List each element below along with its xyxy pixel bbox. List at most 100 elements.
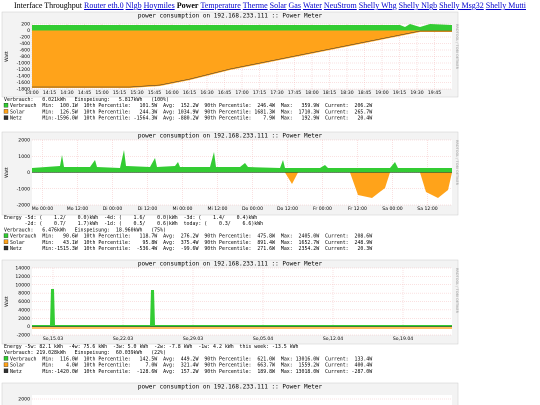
- x-tick-label: 19:15: [393, 90, 406, 96]
- nav-bar: Interface Throughput Router eth.0 Nlgb Hoym…: [0, 0, 540, 11]
- x-tick-label: Fr 12:00: [348, 206, 367, 212]
- y-tick-label: 8000: [18, 291, 30, 297]
- legend-swatch: [3, 233, 9, 238]
- plot-area: [32, 395, 452, 405]
- nav-link[interactable]: Hoymiles: [143, 1, 175, 10]
- nav-link[interactable]: NeuStrom: [323, 1, 357, 10]
- graph-title: power consumption on 192.168.233.111 :: …: [138, 384, 323, 391]
- x-tick-label: 16:00: [165, 90, 178, 96]
- x-tick-label: Sa 00:00: [382, 206, 403, 212]
- graph-title: power consumption on 192.168.233.111 :: …: [138, 13, 323, 20]
- y-tick-label: 0: [27, 170, 30, 176]
- nav-link[interactable]: Shelly Whg: [358, 1, 397, 10]
- x-tick-label: 17:00: [235, 90, 248, 96]
- y-tick-label: 10000: [15, 282, 30, 288]
- legend-summary: -2d: ( 0.7/ 1.7)kWh -1d: ( 0.5/ 0.6)kWh …: [4, 221, 263, 227]
- nav-link[interactable]: Water: [302, 1, 322, 10]
- area-consumption: [32, 150, 452, 173]
- legend-swatch: [3, 109, 9, 114]
- y-tick-label: -1000: [17, 186, 30, 192]
- y-tick-label: 2000: [18, 397, 30, 403]
- legend-swatch: [3, 115, 9, 120]
- graph-title: power consumption on 192.168.233.111 :: …: [138, 261, 323, 268]
- x-tick-label: 14:45: [78, 90, 91, 96]
- legend-row: Verbrauch Min: 90.6W 10th Percentile: 11…: [10, 234, 372, 240]
- x-tick-label: Mo 12:00: [67, 206, 89, 212]
- x-tick-label: 16:30: [200, 90, 213, 96]
- legend-summary: Energy -5d: ( 1.2/ 0.0)kWh -4d: ( 1.6/ 0…: [4, 215, 257, 221]
- y-tick-label: 4000: [18, 307, 30, 313]
- y-tick-label: 2000: [18, 138, 30, 144]
- x-tick-label: So,22.03: [113, 336, 133, 342]
- nav-link[interactable]: Gas: [288, 1, 301, 10]
- nav-link[interactable]: Shelly Msg32: [439, 1, 484, 10]
- legend-row: Solar Min: 126.5W 10th Percentile: 244.3…: [10, 109, 372, 115]
- nav-link[interactable]: Router eth.0: [84, 1, 124, 10]
- graph-title: power consumption on 192.168.233.111 :: …: [138, 133, 323, 140]
- legend-row: Netz Min:-1515.3W 10th Percentile: -536.…: [10, 246, 372, 252]
- legend-summary: Verbrauch: 219.028kWh Einspeisung: 60.03…: [4, 350, 166, 356]
- watermark: RRDTOOL / TOBI OETIKER: [455, 24, 459, 70]
- x-tick-label: 17:15: [253, 90, 266, 96]
- y-axis-label: Watt: [4, 167, 10, 178]
- nav-link[interactable]: Shelly Mutti: [485, 1, 526, 10]
- legend-swatch: [3, 245, 9, 251]
- nav-link[interactable]: Nlgb: [125, 1, 142, 10]
- watermark: RRDTOOL / TOBI OETIKER: [455, 268, 459, 314]
- x-tick-label: 14:00: [25, 90, 38, 96]
- x-tick-label: Mi 00:00: [173, 206, 193, 212]
- legend-row: Solar Min: 43.1W 10th Percentile: 95.8W …: [10, 240, 372, 246]
- x-tick-label: Do 00:00: [242, 206, 263, 212]
- x-tick-label: 19:45: [428, 90, 441, 96]
- legend-summary: Energy -5w: 82.1 kWh -4w: 75.6 kWh -3w: …: [4, 344, 298, 350]
- area-solar: [285, 172, 452, 198]
- x-tick-label: 15:15: [113, 90, 126, 96]
- nav-link[interactable]: Therme: [242, 1, 268, 10]
- y-tick-label: -1400: [17, 74, 30, 80]
- y-tick-label: 0: [27, 28, 30, 34]
- legend-swatch: [3, 362, 9, 367]
- y-tick-label: -1200: [17, 67, 30, 73]
- x-tick-label: 18:00: [305, 90, 318, 96]
- x-tick-label: 14:15: [43, 90, 56, 96]
- line-grid: [32, 30, 452, 88]
- nav-link[interactable]: Temperature: [200, 1, 241, 10]
- x-tick-label: So,12.04: [323, 336, 343, 342]
- area-solar: [32, 326, 452, 329]
- y-tick-label: 0: [27, 324, 30, 330]
- x-tick-label: 15:00: [95, 90, 108, 96]
- x-tick-label: So,29.03: [183, 336, 203, 342]
- y-axis-label: Watt: [4, 296, 10, 307]
- area-consumption: [32, 24, 452, 31]
- x-tick-label: 18:30: [340, 90, 353, 96]
- legend-row: Solar Min: 4.0W 10th Percentile: 7.0W Av…: [10, 363, 372, 369]
- legend-swatch: [3, 368, 9, 373]
- y-tick-label: -400: [20, 41, 31, 47]
- y-tick-label: -2000: [17, 203, 30, 209]
- y-tick-label: 6000: [18, 299, 30, 305]
- x-tick-label: 17:45: [288, 90, 301, 96]
- x-tick-label: 19:30: [410, 90, 423, 96]
- x-tick-label: 19:00: [375, 90, 388, 96]
- legend-swatch: [3, 356, 9, 361]
- y-tick-label: 12000: [15, 274, 30, 280]
- y-tick-label: -1800: [17, 87, 30, 93]
- y-tick-label: -2000: [17, 333, 30, 339]
- x-tick-label: So,19.04: [393, 336, 413, 342]
- y-tick-label: 1000: [18, 154, 30, 160]
- x-tick-label: 18:45: [358, 90, 371, 96]
- nav-link[interactable]: Power: [176, 1, 199, 10]
- x-tick-label: Di 00:00: [103, 206, 123, 212]
- y-tick-label: -200: [20, 35, 31, 41]
- y-tick-label: 200: [21, 22, 30, 28]
- watermark: RRDTOOL / TOBI OETIKER: [455, 140, 459, 186]
- legend-swatch: [3, 239, 9, 244]
- x-tick-label: Fr 00:00: [313, 206, 332, 212]
- y-tick-label: -600: [20, 48, 31, 54]
- nav-link[interactable]: Shelly Nlgb: [398, 1, 438, 10]
- x-tick-label: 17:30: [270, 90, 283, 96]
- legend-summary: Verbrauch: 0.021kWh Einspeisung: 5.817kW…: [4, 97, 169, 103]
- x-tick-label: 16:15: [183, 90, 196, 96]
- nav-link[interactable]: Solar: [269, 1, 287, 10]
